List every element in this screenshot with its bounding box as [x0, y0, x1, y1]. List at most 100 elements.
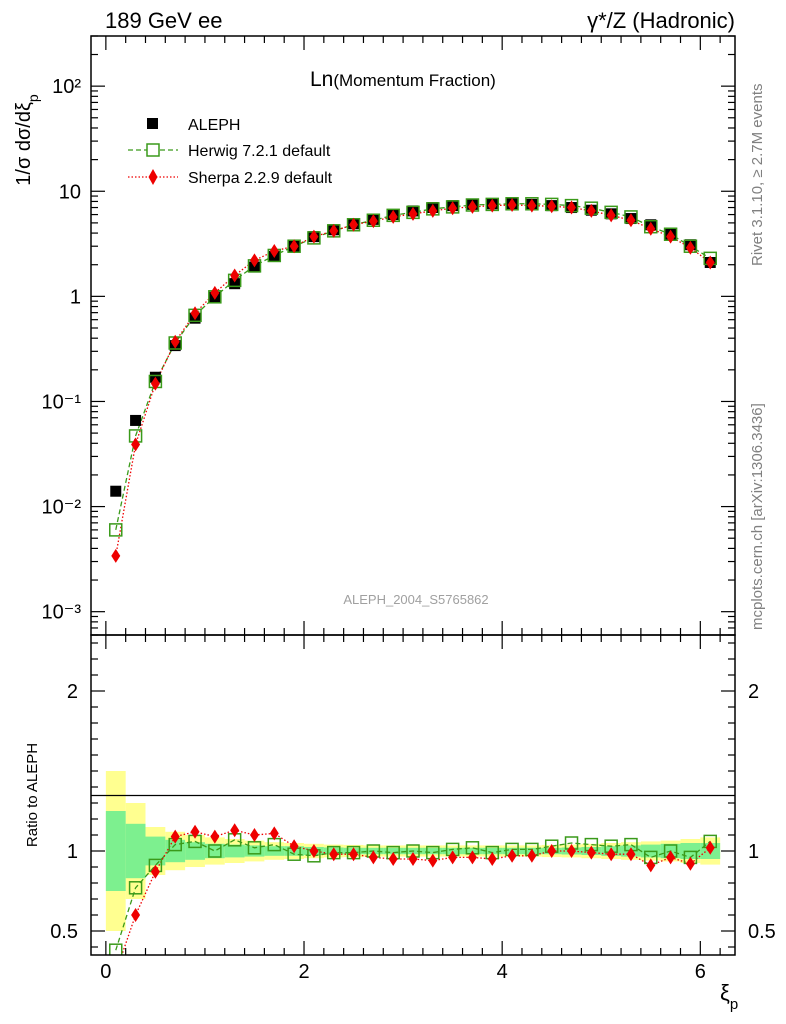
sherpa-ratio-point [586, 845, 596, 860]
sherpa-ratio-point [467, 850, 477, 865]
xtick-label: 2 [298, 961, 309, 983]
sherpa-point [230, 268, 240, 283]
sherpa-point [408, 206, 418, 221]
main-ytick-labels: 10⁻³ 10⁻² 10⁻¹ 1 10 10² [42, 76, 82, 624]
header-right: γ*/Z (Hadronic) [587, 8, 735, 33]
header-left: 189 GeV ee [105, 8, 222, 33]
ratio-band-inner [244, 845, 265, 857]
sherpa-ratio-point [705, 840, 715, 855]
herwig-ratio-point [128, 881, 143, 895]
sherpa-ratio-point [646, 858, 656, 873]
aleph-point [229, 278, 241, 290]
ratio-plot-frame [90, 634, 736, 956]
sherpa-ratio-point [309, 844, 319, 858]
ratio-ylabel: Ratio to ALEPH [24, 743, 41, 847]
main-ytick-label: 1 [70, 286, 81, 308]
ratio-band-inner [125, 823, 146, 879]
herwig-ratio-point [109, 943, 123, 955]
sherpa-ratio-point [448, 850, 458, 865]
herwig-point [109, 523, 123, 537]
ratio-band-inner [422, 847, 443, 855]
legend: ALEPH Herwig 7.2.1 default Sherpa 2.2.9 … [128, 117, 333, 187]
legend-sherpa-label: Sherpa 2.2.9 default [188, 170, 333, 187]
main-ytick-label: 10⁻¹ [42, 391, 82, 413]
sherpa-point [448, 201, 458, 216]
ratio-ticks [91, 635, 735, 955]
sherpa-point [329, 223, 339, 238]
rivet-label: Rivet 3.1.10, ≥ 2.7M events [749, 84, 766, 267]
sherpa-ratio-point [150, 864, 160, 879]
sherpa-line [115, 204, 711, 556]
legend-herwig-label: Herwig 7.2.1 default [188, 143, 331, 160]
sherpa-point [467, 199, 477, 214]
ratio-ytick-labels: 0.5 0.5 1 1 2 2 [50, 681, 776, 943]
main-series [109, 197, 717, 563]
sherpa-ratio-point [666, 850, 676, 865]
sherpa-point [685, 240, 695, 255]
ratio-ytick-label-right: 1 [748, 841, 759, 863]
ratio-ytick-label-right: 2 [748, 681, 759, 703]
sherpa-ratio-point [368, 850, 378, 865]
sherpa-point [507, 197, 517, 212]
sherpa-ratio-point [408, 852, 418, 866]
sherpa-ratio-point [487, 852, 497, 866]
xlabel: ξp [720, 980, 738, 1013]
sherpa-point [547, 199, 557, 214]
sherpa-point [646, 221, 656, 236]
mcplots-label: mcplots.cern.ch [arXiv:1306.3436] [749, 403, 766, 630]
sherpa-point [567, 200, 577, 215]
ratio-ytick-label-right: 0.5 [748, 921, 776, 943]
main-ytick-label: 10² [52, 76, 81, 98]
sherpa-point [210, 285, 220, 300]
sherpa-ratio-point [685, 856, 695, 871]
ratio-band-inner [224, 844, 245, 858]
sherpa-point [190, 306, 200, 321]
legend-aleph-marker [147, 118, 158, 129]
sherpa-ratio-point [329, 847, 339, 862]
ratio-series [109, 823, 717, 980]
sherpa-point [487, 198, 497, 213]
ratio-ytick-label: 2 [67, 681, 78, 703]
xtick-labels: 0 2 4 6 [100, 961, 706, 983]
sherpa-point [626, 213, 636, 228]
sherpa-ratio-point [249, 828, 259, 842]
plot-title: Ln(Momentum Fraction) [310, 68, 496, 91]
analysis-watermark: ALEPH_2004_S5765862 [343, 592, 488, 607]
ratio-band-inner [105, 811, 126, 891]
sherpa-ratio-point [210, 829, 220, 844]
sherpa-point [150, 376, 160, 391]
main-ytick-label: 10⁻² [42, 497, 82, 519]
sherpa-point [666, 229, 676, 244]
main-ytick-label: 10⁻³ [42, 602, 82, 624]
sherpa-ratio-point [111, 966, 120, 980]
ratio-band-inner [185, 842, 205, 860]
sherpa-ratio-point [567, 844, 577, 858]
sherpa-ratio-point [230, 823, 240, 838]
herwig-line [115, 203, 711, 531]
sherpa-ratio-point [289, 839, 299, 854]
ratio-ytick-label: 1 [67, 841, 78, 863]
sherpa-ratio-point [547, 844, 557, 858]
xtick-label: 0 [100, 961, 111, 983]
sherpa-point [527, 198, 537, 213]
sherpa-point [269, 244, 279, 259]
ratio-band-inner [482, 847, 503, 855]
main-ytick-label: 10 [59, 181, 81, 203]
sherpa-point [428, 203, 438, 218]
sherpa-point [309, 229, 319, 244]
ratio-band-inner [204, 843, 225, 859]
sherpa-ratio-point [388, 852, 398, 866]
sherpa-ratio-point [269, 826, 279, 841]
aleph-point [110, 485, 122, 497]
ratio-ytick-label: 0.5 [50, 921, 78, 943]
xtick-label: 6 [695, 961, 706, 983]
main-ylabel: 1/σ dσ/dξp [13, 94, 41, 186]
plot-title-sub: (Momentum Fraction) [333, 71, 495, 90]
sherpa-ratio-point [428, 853, 438, 868]
herwig-ratio-line [115, 839, 711, 951]
sherpa-ratio-point [507, 848, 517, 863]
sherpa-ratio-point [626, 847, 636, 862]
sherpa-ratio-point [190, 824, 200, 839]
aleph-point [130, 414, 142, 426]
